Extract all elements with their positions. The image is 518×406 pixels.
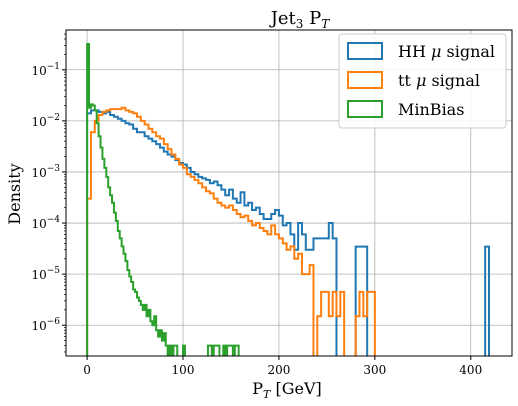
- series-line-tt: [86, 106, 376, 356]
- title-subscript: 3: [296, 17, 304, 31]
- legend-label-tt: tt μ signal: [398, 71, 480, 90]
- ticks: 0 100 200 300 400 10−6 10−5 10−4 10−3 10−2 10−1: [31, 33, 482, 377]
- y-axis-label: Density: [5, 163, 24, 224]
- x-tick-label: 100: [172, 363, 195, 377]
- x-tick-label: 200: [267, 363, 290, 377]
- legend-swatch-hh: [347, 42, 383, 60]
- chart-title: Jet3 PT: [269, 8, 331, 31]
- x-tick-label: 400: [459, 363, 482, 377]
- x-axis-label: PT [GeV]: [252, 379, 321, 401]
- title-tail-subscript: T: [321, 17, 330, 31]
- y-tick-label: 10−6: [31, 317, 60, 333]
- y-tick-label: 10−1: [31, 62, 60, 78]
- title-tail: P: [303, 8, 321, 29]
- legend-label-minbias: MinBias: [398, 100, 464, 119]
- plot-frame: [65, 29, 513, 357]
- xlabel-subscript: T: [263, 388, 272, 401]
- legend-label-hh: HH μ signal: [398, 42, 495, 61]
- xlabel-tail: [GeV]: [270, 379, 321, 398]
- x-tick-label: 0: [83, 363, 91, 377]
- title-main: Jet: [269, 8, 297, 29]
- series-line-minbias: [86, 42, 240, 356]
- y-tick-label: 10−5: [31, 266, 60, 282]
- y-tick-label: 10−3: [31, 164, 60, 180]
- legend-box: [338, 33, 507, 129]
- series-layer: [86, 42, 490, 356]
- y-tick-label: 10−4: [31, 215, 60, 231]
- y-tick-label: 10−2: [31, 113, 60, 129]
- x-tick-label: 300: [363, 363, 386, 377]
- series-line-hh: [86, 109, 490, 356]
- legend-swatch-minbias: [347, 100, 383, 118]
- xlabel-main: P: [252, 379, 263, 398]
- legend: HH μ signal tt μ signal MinBias: [338, 33, 507, 129]
- legend-swatch-tt: [347, 71, 383, 89]
